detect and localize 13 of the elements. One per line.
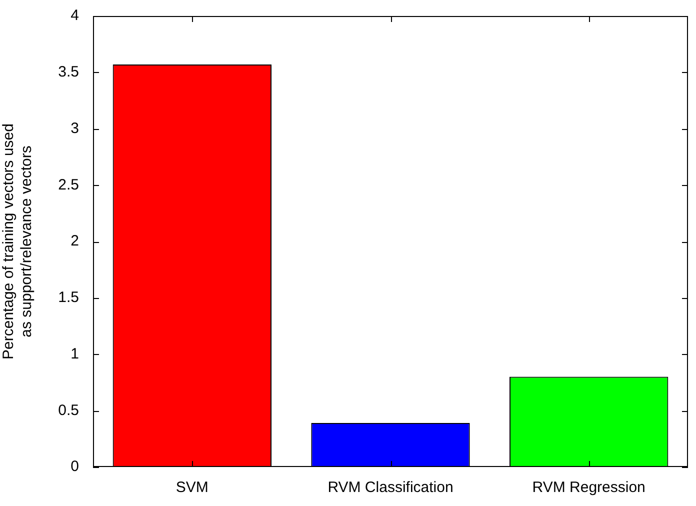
x-tick-label: RVM Regression xyxy=(532,479,646,496)
y-tick-label: 3 xyxy=(70,120,79,137)
y-axis-title: Percentage of training vectors used as support/relevance vectors xyxy=(0,124,36,360)
y-tick-label: 1.5 xyxy=(58,289,79,306)
y-tick-label: 0.5 xyxy=(58,402,79,419)
y-tick-label: 2.5 xyxy=(58,176,79,194)
y-tick-label: 2 xyxy=(70,232,79,250)
x-tick-label: RVM Classification xyxy=(328,479,454,496)
y-tick-label: 0 xyxy=(70,458,79,476)
y-tick-label: 3.5 xyxy=(58,64,79,81)
x-tick-label: SVM xyxy=(176,479,208,496)
y-tick-label: 4 xyxy=(70,7,79,24)
y-tick-label: 1 xyxy=(70,345,79,362)
